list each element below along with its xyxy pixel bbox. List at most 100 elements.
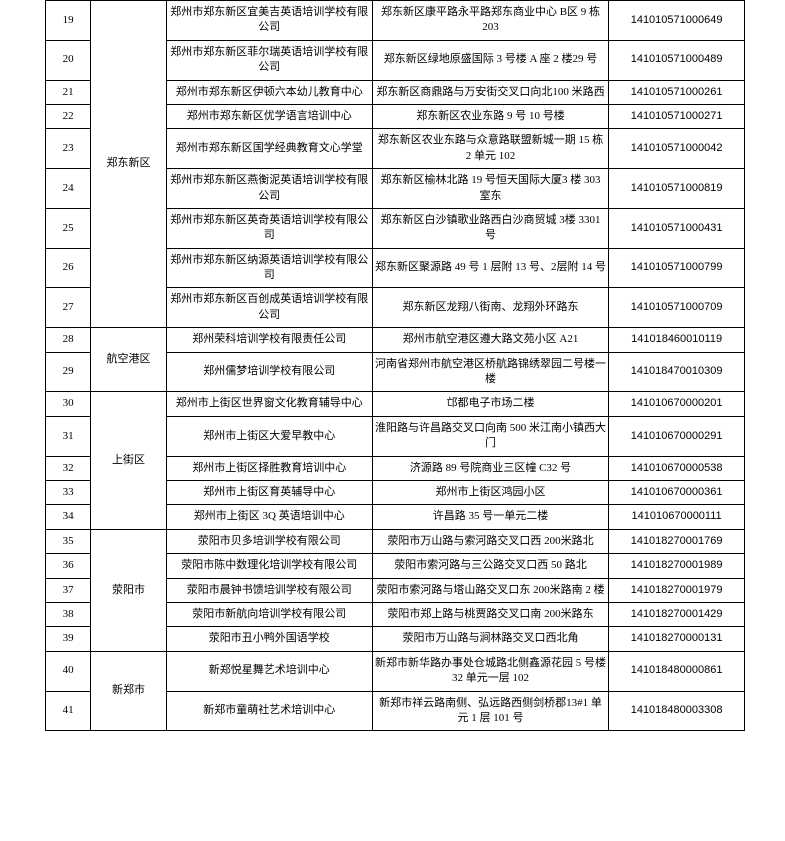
- school-name: 郑州市上街区择胜教育培训中心: [166, 456, 372, 480]
- school-address: 新郑市新华路办事处仓城路北侧鑫源花园 5 号楼 32 单元一层 102: [372, 651, 608, 691]
- page-container: 19郑东新区郑州市郑东新区宜美吉英语培训学校有限公司郑东新区康平路永平路郑东商业…: [0, 0, 785, 731]
- school-name: 郑州市郑东新区国学经典教育文心学堂: [166, 129, 372, 169]
- district-cell: 上街区: [91, 392, 166, 529]
- school-name: 郑州市上街区大爱早教中心: [166, 416, 372, 456]
- school-name: 荥阳市陈中数理化培训学校有限公司: [166, 554, 372, 578]
- school-code: 141010670000201: [609, 392, 745, 416]
- school-code: 141010571000819: [609, 169, 745, 209]
- row-index: 32: [46, 456, 91, 480]
- school-address: 邙都电子市场二楼: [372, 392, 608, 416]
- row-index: 29: [46, 352, 91, 392]
- table-body: 19郑东新区郑州市郑东新区宜美吉英语培训学校有限公司郑东新区康平路永平路郑东商业…: [46, 1, 745, 731]
- row-index: 30: [46, 392, 91, 416]
- school-name: 郑州市郑东新区伊顿六本幼儿教育中心: [166, 80, 372, 104]
- school-name: 郑州儒梦培训学校有限公司: [166, 352, 372, 392]
- school-name: 郑州市郑东新区百创成英语培训学校有限公司: [166, 288, 372, 328]
- school-address: 荥阳市万山路与索河路交叉口西 200米路北: [372, 529, 608, 553]
- table-row: 40新郑市新郑悦星舞艺术培训中心新郑市新华路办事处仓城路北侧鑫源花园 5 号楼 …: [46, 651, 745, 691]
- school-name: 郑州荣科培训学校有限责任公司: [166, 328, 372, 352]
- school-name: 荥阳市晨钟书馈培训学校有限公司: [166, 578, 372, 602]
- school-code: 141018270001429: [609, 602, 745, 626]
- row-index: 31: [46, 416, 91, 456]
- district-cell: 郑东新区: [91, 1, 166, 328]
- school-name: 郑州市上街区世界窗文化教育辅导中心: [166, 392, 372, 416]
- school-name: 郑州市上街区育英辅导中心: [166, 480, 372, 504]
- district-cell: 荥阳市: [91, 529, 166, 651]
- school-name: 新郑悦星舞艺术培训中心: [166, 651, 372, 691]
- school-name: 郑州市郑东新区燕衡泥英语培训学校有限公司: [166, 169, 372, 209]
- row-index: 33: [46, 480, 91, 504]
- school-code: 141018270000131: [609, 627, 745, 651]
- table-row: 28航空港区郑州荣科培训学校有限责任公司郑州市航空港区遵大路文苑小区 A2114…: [46, 328, 745, 352]
- school-address: 郑东新区农业东路 9 号 10 号楼: [372, 104, 608, 128]
- school-name: 郑州市郑东新区菲尔瑞英语培训学校有限公司: [166, 40, 372, 80]
- school-code: 141010670000111: [609, 505, 745, 529]
- row-index: 41: [46, 691, 91, 731]
- table-row: 30上街区郑州市上街区世界窗文化教育辅导中心邙都电子市场二楼1410106700…: [46, 392, 745, 416]
- school-address: 郑东新区白沙镇歌业路西白沙商贸城 3楼 3301 号: [372, 208, 608, 248]
- school-code: 141018480000861: [609, 651, 745, 691]
- school-address: 济源路 89 号院商业三区幢 C32 号: [372, 456, 608, 480]
- row-index: 38: [46, 602, 91, 626]
- school-name: 荥阳市新航向培训学校有限公司: [166, 602, 372, 626]
- school-name: 郑州市郑东新区纳源英语培训学校有限公司: [166, 248, 372, 288]
- school-code: 141018270001769: [609, 529, 745, 553]
- row-index: 28: [46, 328, 91, 352]
- table-row: 19郑东新区郑州市郑东新区宜美吉英语培训学校有限公司郑东新区康平路永平路郑东商业…: [46, 1, 745, 41]
- row-index: 35: [46, 529, 91, 553]
- row-index: 21: [46, 80, 91, 104]
- school-code: 141018270001979: [609, 578, 745, 602]
- row-index: 24: [46, 169, 91, 209]
- school-code: 141010571000261: [609, 80, 745, 104]
- row-index: 36: [46, 554, 91, 578]
- row-index: 27: [46, 288, 91, 328]
- school-name: 荥阳市贝多培训学校有限公司: [166, 529, 372, 553]
- row-index: 26: [46, 248, 91, 288]
- school-code: 141010670000361: [609, 480, 745, 504]
- school-code: 141010571000042: [609, 129, 745, 169]
- table-row: 35荥阳市荥阳市贝多培训学校有限公司荥阳市万山路与索河路交叉口西 200米路北1…: [46, 529, 745, 553]
- school-address: 荥阳市索河路与三公路交叉口西 50 路北: [372, 554, 608, 578]
- school-code: 141010571000709: [609, 288, 745, 328]
- row-index: 40: [46, 651, 91, 691]
- school-address: 河南省郑州市航空港区桥航路锦绣翠园二号楼一楼: [372, 352, 608, 392]
- row-index: 20: [46, 40, 91, 80]
- school-address: 郑东新区龙翔八街南、龙翔外环路东: [372, 288, 608, 328]
- school-name: 郑州市郑东新区优学语言培训中心: [166, 104, 372, 128]
- records-table: 19郑东新区郑州市郑东新区宜美吉英语培训学校有限公司郑东新区康平路永平路郑东商业…: [45, 0, 745, 731]
- school-address: 淮阳路与许昌路交叉口向南 500 米江南小镇西大门: [372, 416, 608, 456]
- district-cell: 航空港区: [91, 328, 166, 392]
- school-address: 郑州市航空港区遵大路文苑小区 A21: [372, 328, 608, 352]
- school-address: 荥阳市万山路与涧林路交叉口西北角: [372, 627, 608, 651]
- row-index: 34: [46, 505, 91, 529]
- district-cell: 新郑市: [91, 651, 166, 731]
- school-address: 郑东新区绿地原盛国际 3 号楼 A 座 2 楼29 号: [372, 40, 608, 80]
- row-index: 37: [46, 578, 91, 602]
- school-code: 141010571000489: [609, 40, 745, 80]
- school-name: 荥阳市丑小鸭外国语学校: [166, 627, 372, 651]
- row-index: 23: [46, 129, 91, 169]
- school-address: 郑州市上街区鸿园小区: [372, 480, 608, 504]
- school-name: 郑州市郑东新区宜美吉英语培训学校有限公司: [166, 1, 372, 41]
- school-code: 141010670000291: [609, 416, 745, 456]
- row-index: 22: [46, 104, 91, 128]
- school-address: 郑东新区康平路永平路郑东商业中心 B区 9 栋 203: [372, 1, 608, 41]
- row-index: 19: [46, 1, 91, 41]
- school-address: 郑东新区农业东路与众意路联盟新城一期 15 栋 2 单元 102: [372, 129, 608, 169]
- school-code: 141010571000271: [609, 104, 745, 128]
- school-address: 新郑市祥云路南侧、弘远路西侧剑桥郡13#1 单元 1 层 101 号: [372, 691, 608, 731]
- school-address: 郑东新区聚源路 49 号 1 层附 13 号、2层附 14 号: [372, 248, 608, 288]
- school-address: 郑东新区榆林北路 19 号恒天国际大厦3 楼 303 室东: [372, 169, 608, 209]
- school-name: 郑州市上街区 3Q 英语培训中心: [166, 505, 372, 529]
- school-code: 141010571000649: [609, 1, 745, 41]
- school-code: 141010670000538: [609, 456, 745, 480]
- row-index: 39: [46, 627, 91, 651]
- school-address: 郑东新区商鼎路与万安街交叉口向北100 米路西: [372, 80, 608, 104]
- school-code: 141018480003308: [609, 691, 745, 731]
- school-name: 新郑市童萌社艺术培训中心: [166, 691, 372, 731]
- school-code: 141010571000799: [609, 248, 745, 288]
- school-address: 许昌路 35 号一单元二楼: [372, 505, 608, 529]
- school-address: 荥阳市索河路与塔山路交叉口东 200米路南 2 楼: [372, 578, 608, 602]
- school-code: 141018270001989: [609, 554, 745, 578]
- school-name: 郑州市郑东新区英奇英语培训学校有限公司: [166, 208, 372, 248]
